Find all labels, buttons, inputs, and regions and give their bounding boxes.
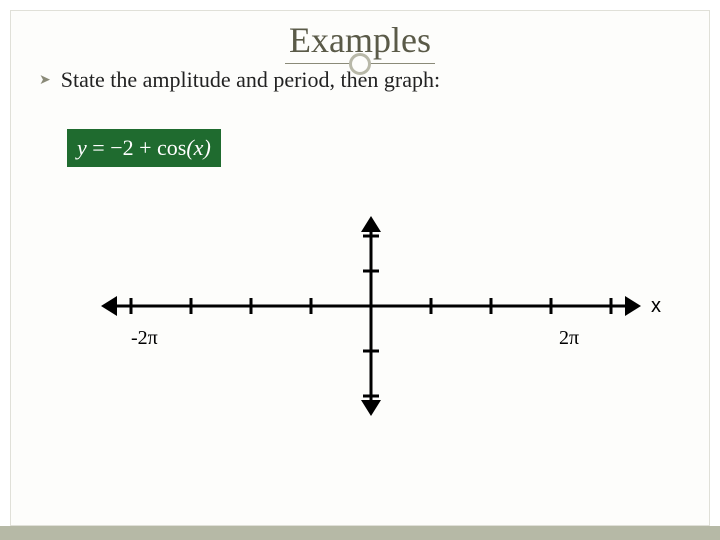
bullet-text: State the amplitude and period, then gra… xyxy=(61,67,440,93)
slide-container: Examples ➤ State the amplitude and perio… xyxy=(10,10,710,526)
bullet-row: ➤ State the amplitude and period, then g… xyxy=(39,67,440,93)
graph-area xyxy=(71,176,651,456)
eq-arg: (x) xyxy=(186,135,210,160)
equation-box: y = −2 + cos(x) xyxy=(67,129,221,167)
eq-equals: = xyxy=(87,135,110,160)
footer-bar xyxy=(0,526,720,540)
label-neg-2pi: -2π xyxy=(131,327,158,350)
label-pos-2pi: 2π xyxy=(559,327,579,350)
axes-svg xyxy=(71,176,651,456)
eq-plus: + xyxy=(134,135,157,160)
bullet-chevron-icon: ➤ xyxy=(39,72,51,89)
title-area: Examples xyxy=(11,11,709,64)
eq-fn: cos xyxy=(157,135,186,160)
label-x-axis: x xyxy=(651,295,661,318)
eq-neg: − xyxy=(110,135,122,160)
eq-const: 2 xyxy=(123,135,134,160)
eq-lhs: y xyxy=(77,135,87,160)
